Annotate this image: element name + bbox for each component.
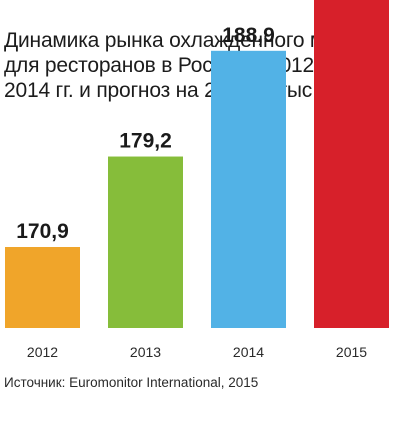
bar-2015 bbox=[314, 0, 389, 328]
bar-2014 bbox=[211, 50, 286, 329]
x-tick-label-2014: 2014 bbox=[233, 344, 264, 360]
source-note: Источник: Euromonitor International, 201… bbox=[4, 375, 259, 390]
x-tick-label-2015: 2015 bbox=[336, 344, 367, 360]
value-label-2012: 170,9 bbox=[16, 220, 69, 243]
bar-2013 bbox=[108, 156, 183, 328]
value-label-2013: 179,2 bbox=[119, 130, 172, 153]
x-tick-label-2013: 2013 bbox=[130, 344, 161, 360]
chart-title-line-1: Динамика рынка охлажденного мяса bbox=[4, 29, 358, 52]
x-tick-label-2012: 2012 bbox=[27, 344, 58, 360]
bar-2012 bbox=[5, 247, 80, 328]
value-label-2014: 188,9 bbox=[222, 24, 275, 47]
